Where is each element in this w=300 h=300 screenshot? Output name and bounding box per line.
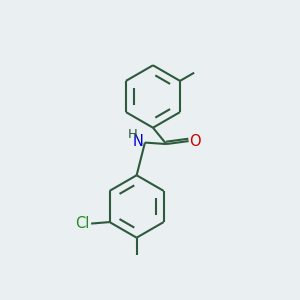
Text: Cl: Cl	[75, 216, 89, 231]
Text: O: O	[189, 134, 201, 148]
Text: H: H	[128, 128, 137, 141]
Text: N: N	[133, 134, 143, 149]
